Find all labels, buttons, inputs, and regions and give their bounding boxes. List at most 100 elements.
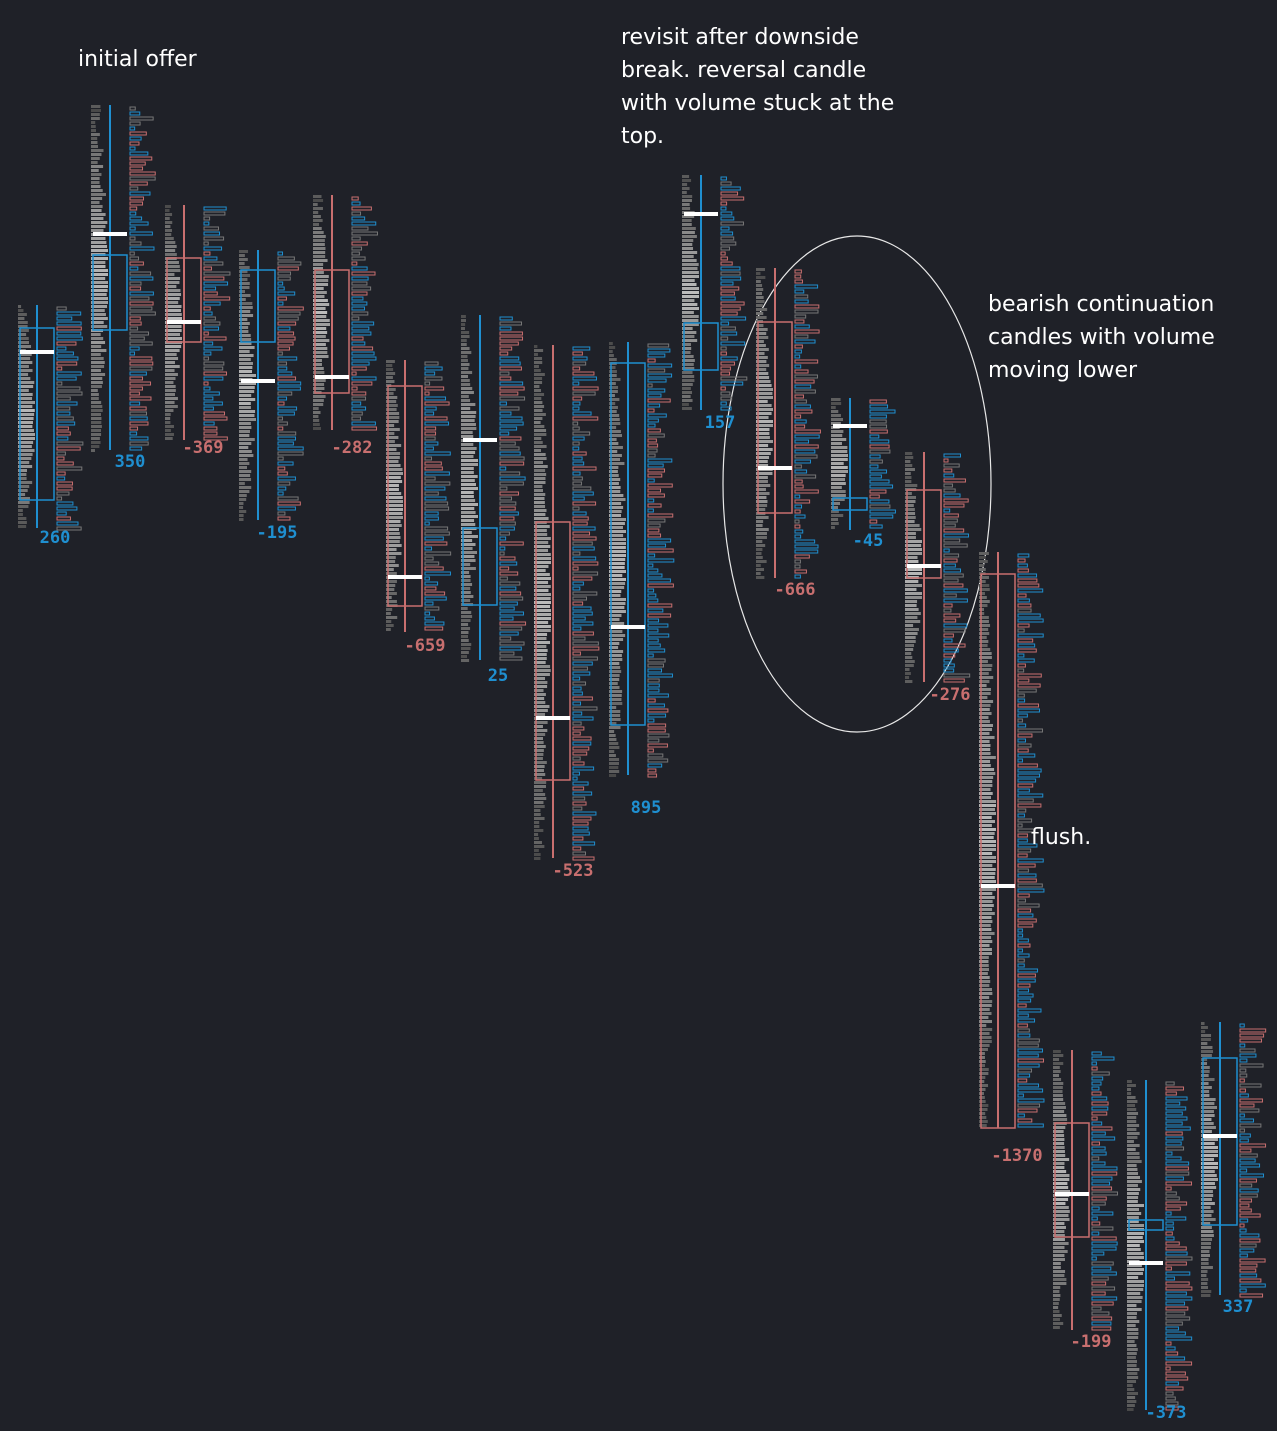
volume-bar [979,788,991,791]
delta-bar [499,441,516,446]
volume-bar [461,599,471,602]
volume-bar [979,752,991,755]
volume-bar [534,577,551,580]
volume-bar [18,393,33,396]
volume-bar [534,685,548,688]
delta-bar [572,456,583,461]
volume-bar [461,327,465,330]
volume-bar [386,508,403,511]
delta-bar [572,666,588,671]
delta-bar [1091,1086,1100,1091]
volume-bar [91,165,104,168]
delta-bar [1165,1326,1179,1331]
delta-bar [869,424,888,429]
delta-bar [129,121,141,126]
delta-bar [794,409,813,414]
delta-bar [277,306,304,311]
delta-bar [424,551,452,556]
delta-bar [1017,818,1033,823]
volume-bar [1127,1384,1133,1387]
delta-bar [869,439,890,444]
delta-bar [1017,883,1043,888]
volume-bar [461,379,470,382]
volume-bar [461,531,472,534]
delta-label: -523 [553,861,594,881]
volume-bar [534,465,548,468]
delta-bar [647,423,656,428]
delta-bar [1091,1241,1118,1246]
volume-bar [534,477,546,480]
delta-bar [129,281,142,286]
delta-bar [1091,1216,1098,1221]
volume-bar [1127,1152,1140,1155]
delta-bar [203,286,217,291]
delta-bar [277,261,302,266]
volume-bar [239,414,255,417]
volume-bar [91,289,108,292]
volume-bar [1053,1250,1068,1253]
volume-bar [18,409,35,412]
volume-bar [534,785,546,788]
delta-bar [1017,1043,1039,1048]
volume-bar [1053,1134,1065,1137]
volume-bar [239,450,252,453]
delta-bar [1165,1276,1175,1281]
volume-bar [461,475,478,478]
volume-bar [1127,1184,1138,1187]
volume-bar [239,270,248,273]
volume-bar [461,375,469,378]
delta-bar [943,533,969,538]
delta-bar [129,301,154,306]
delta-bar [1165,1166,1189,1171]
volume-bar [534,841,542,844]
volume-bar [1053,1274,1065,1277]
volume-bar [18,425,33,428]
delta-bar [1017,1038,1040,1043]
volume-bar [91,293,107,296]
delta-bar [572,736,592,741]
volume-bar [91,189,103,192]
volume-bar [534,525,550,528]
volume-bar [461,547,473,550]
delta-bar [794,484,804,489]
volume-bar [239,498,247,501]
volume-bar [386,500,403,503]
delta-bar [56,326,82,331]
volume-bar [979,856,996,859]
volume-bar [1053,1266,1061,1269]
volume-bar [91,437,100,440]
delta-bar [1239,1183,1253,1188]
delta-bar [1165,1286,1193,1291]
delta-bar [794,539,816,544]
volume-bar [1127,1104,1136,1107]
volume-bar [18,313,27,316]
volume-bar [386,376,393,379]
volume-bar [534,777,543,780]
volume-bar [1053,1326,1060,1329]
delta-bar [1091,1311,1110,1316]
volume-bar [682,187,690,190]
delta-bar [1239,1048,1256,1053]
delta-bar [56,471,66,476]
delta-bar [56,331,82,336]
volume-bar [313,379,326,382]
volume-bar [91,125,96,128]
delta-bar [1239,1073,1248,1078]
volume-bar [609,430,621,433]
volume-bar [239,318,248,321]
delta-bar [647,403,661,408]
delta-bar [499,406,520,411]
delta-bar [647,553,656,558]
delta-bar [943,613,961,618]
volume-bar [534,509,547,512]
volume-bar [91,389,98,392]
volume-bar [831,482,846,485]
volume-bar [1053,1278,1067,1281]
delta-bar [424,456,432,461]
volume-bar [756,304,763,307]
delta-bar [720,396,733,401]
volume-bar [609,478,621,481]
volume-bar [386,616,398,619]
volume-bar [91,245,108,248]
delta-bar [1017,988,1030,993]
